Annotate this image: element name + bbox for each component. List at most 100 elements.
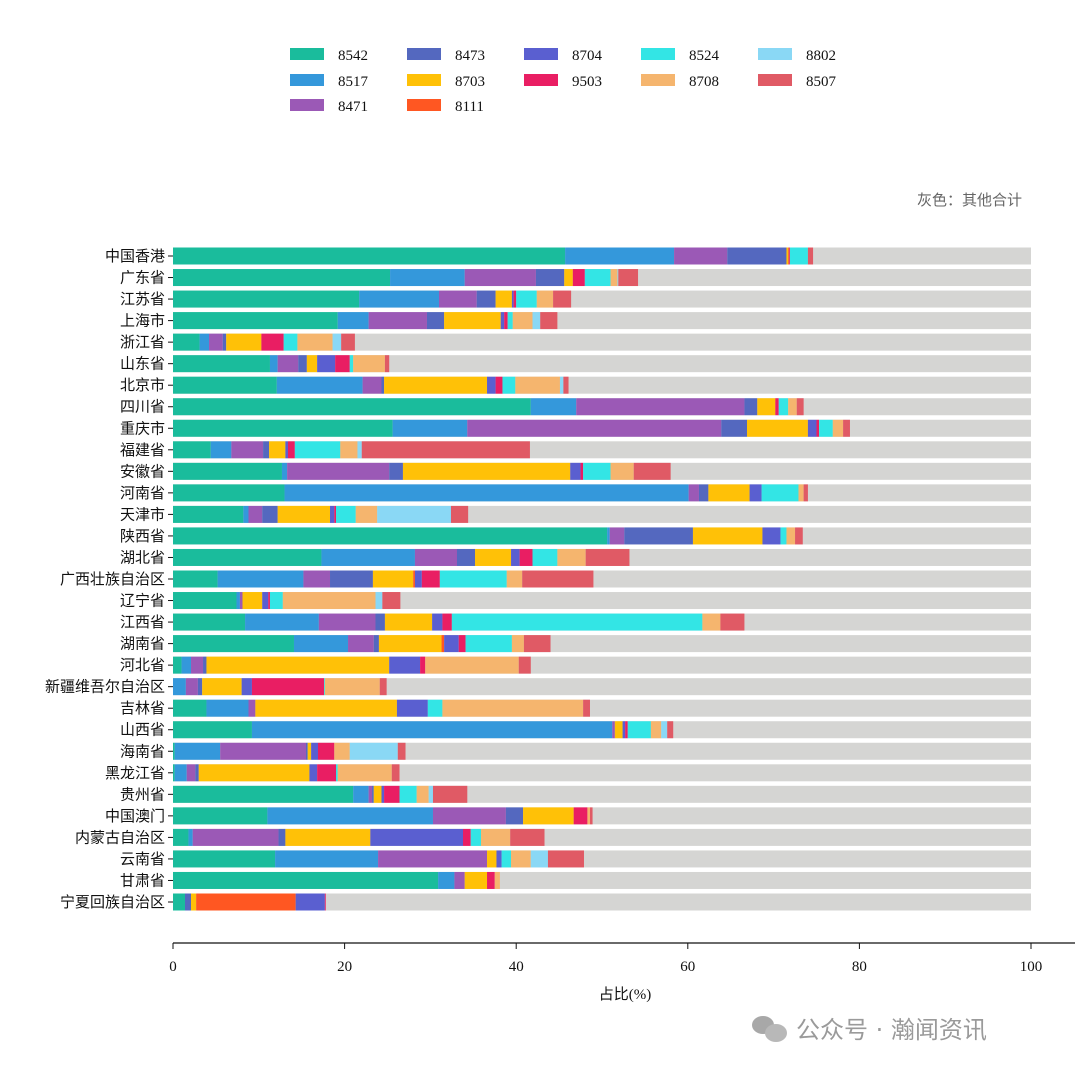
legend-item-8542: 8542 (290, 48, 368, 64)
bar-segment-8703 (202, 678, 242, 696)
bar-segment-8471 (378, 850, 488, 868)
bar-segment-8703 (285, 828, 371, 846)
y-tick-label: 重庆市 (120, 420, 165, 437)
y-tick-label: 湖北省 (120, 549, 165, 566)
legend-item-8517: 8517 (290, 74, 369, 90)
bar-segment-8471 (277, 355, 299, 373)
bar-segment-8524 (778, 398, 789, 416)
bar-segment-8708 (798, 484, 804, 502)
bar-segment-8524 (627, 721, 651, 739)
bar-segment-8704 (317, 355, 336, 373)
bar-segment-8703 (191, 893, 197, 911)
bar-segment-8473 (330, 570, 373, 588)
bar-segment-8524 (789, 247, 808, 265)
bar-segment-8524 (780, 527, 787, 545)
bar-segment-8704 (285, 441, 288, 459)
bar-segment-8524 (399, 785, 417, 803)
bar-segment-8703 (444, 312, 501, 330)
bar-segment-8517 (276, 376, 363, 394)
bar-segment-8507 (618, 269, 639, 287)
y-tick-label: 江西省 (120, 614, 165, 631)
bar-segment-8704 (487, 376, 496, 394)
bar-segment-8517 (607, 527, 610, 545)
y-tick-label: 中国香港 (105, 248, 165, 265)
bar-segment-9503 (420, 656, 426, 674)
bar-segment-8471 (318, 613, 376, 631)
x-tick-label: 20 (337, 959, 352, 975)
bar-segment-8471 (287, 462, 390, 480)
bar-segment-8507 (667, 721, 674, 739)
legend-label: 9503 (572, 74, 602, 90)
bar-row (173, 635, 1031, 653)
bar-segment-8473 (744, 398, 758, 416)
bar-segment-8703 (786, 247, 789, 265)
bar-segment-8704 (432, 613, 443, 631)
x-tick-label: 0 (169, 959, 177, 975)
bar-segment-8542 (173, 269, 391, 287)
bar-segment-8524 (532, 548, 558, 566)
bar-segment-8704 (311, 742, 319, 760)
bar-segment-8517 (173, 678, 186, 696)
bar-row (173, 742, 1031, 760)
bar-segment-8471 (362, 376, 382, 394)
bar-row (173, 764, 1031, 782)
y-tick-label: 宁夏回族自治区 (60, 894, 165, 911)
bar-segment-8542 (173, 721, 252, 739)
bar-segment-8473 (381, 376, 385, 394)
bar-segment-9503 (251, 678, 325, 696)
bar-segment-8708 (788, 398, 797, 416)
bar-segment-8524 (507, 312, 513, 330)
bar-segment-8703 (495, 290, 512, 308)
bar-segment-8517 (206, 699, 249, 717)
bar-segment-8507 (633, 462, 671, 480)
bar-segment-8704 (295, 893, 325, 911)
legend-item-8704: 8704 (524, 48, 603, 64)
bar-segment-8507 (523, 635, 551, 653)
bar-segment-8507 (803, 484, 808, 502)
bar-row (173, 398, 1031, 416)
y-tick-label: 黑龙江省 (105, 765, 165, 782)
bar-segment-8708 (337, 764, 392, 782)
bar-segment-8517 (392, 419, 468, 437)
legend-label: 8524 (689, 48, 720, 64)
bar-segment-8517 (251, 721, 613, 739)
bar-segment-8524 (501, 850, 512, 868)
bar-segment-8542 (173, 850, 276, 868)
bar-segment-8802 (532, 312, 541, 330)
y-tick-label: 中国澳门 (105, 808, 165, 825)
bar-segment-8524 (349, 355, 354, 373)
bar-segment-8507 (510, 828, 545, 846)
x-tick-label: 80 (852, 959, 867, 975)
bar-row (173, 570, 1031, 588)
bar-segment-8507 (384, 355, 390, 373)
bar-segment-8517 (353, 785, 369, 803)
x-axis: 0 20 40 60 80 100 (169, 942, 1075, 975)
bar-segment-8524 (451, 613, 703, 631)
legend-item-8111: 8111 (407, 99, 484, 115)
y-tick-label: 贵州省 (120, 786, 165, 803)
bar-segment-8708 (832, 419, 844, 437)
legend-swatch (407, 99, 441, 111)
y-tick-label: 辽宁省 (120, 593, 165, 610)
bar-segment-9503 (463, 828, 471, 846)
legend-swatch (407, 48, 441, 60)
bar-segment-8507 (432, 785, 468, 803)
bar-segment-8704 (381, 785, 385, 803)
bar-segment-8517 (565, 247, 675, 265)
bar-segment-8507 (518, 656, 531, 674)
bar-row (173, 462, 1031, 480)
bar-segment-8704 (370, 828, 464, 846)
bar-segment-8524 (427, 699, 443, 717)
legend-label: 8111 (455, 99, 484, 115)
bar-segment-8704 (496, 850, 502, 868)
bar-row (173, 592, 1031, 610)
bar-segment-8471 (348, 635, 374, 653)
bar-segment-8507 (397, 742, 406, 760)
bar-segment-9503 (789, 247, 790, 265)
bar-segment-8708 (650, 721, 662, 739)
bar-segment-8704 (396, 699, 428, 717)
bar-segment-8703 (306, 355, 318, 373)
legend-label: 8802 (806, 48, 836, 64)
bar-segment-8708 (442, 699, 584, 717)
